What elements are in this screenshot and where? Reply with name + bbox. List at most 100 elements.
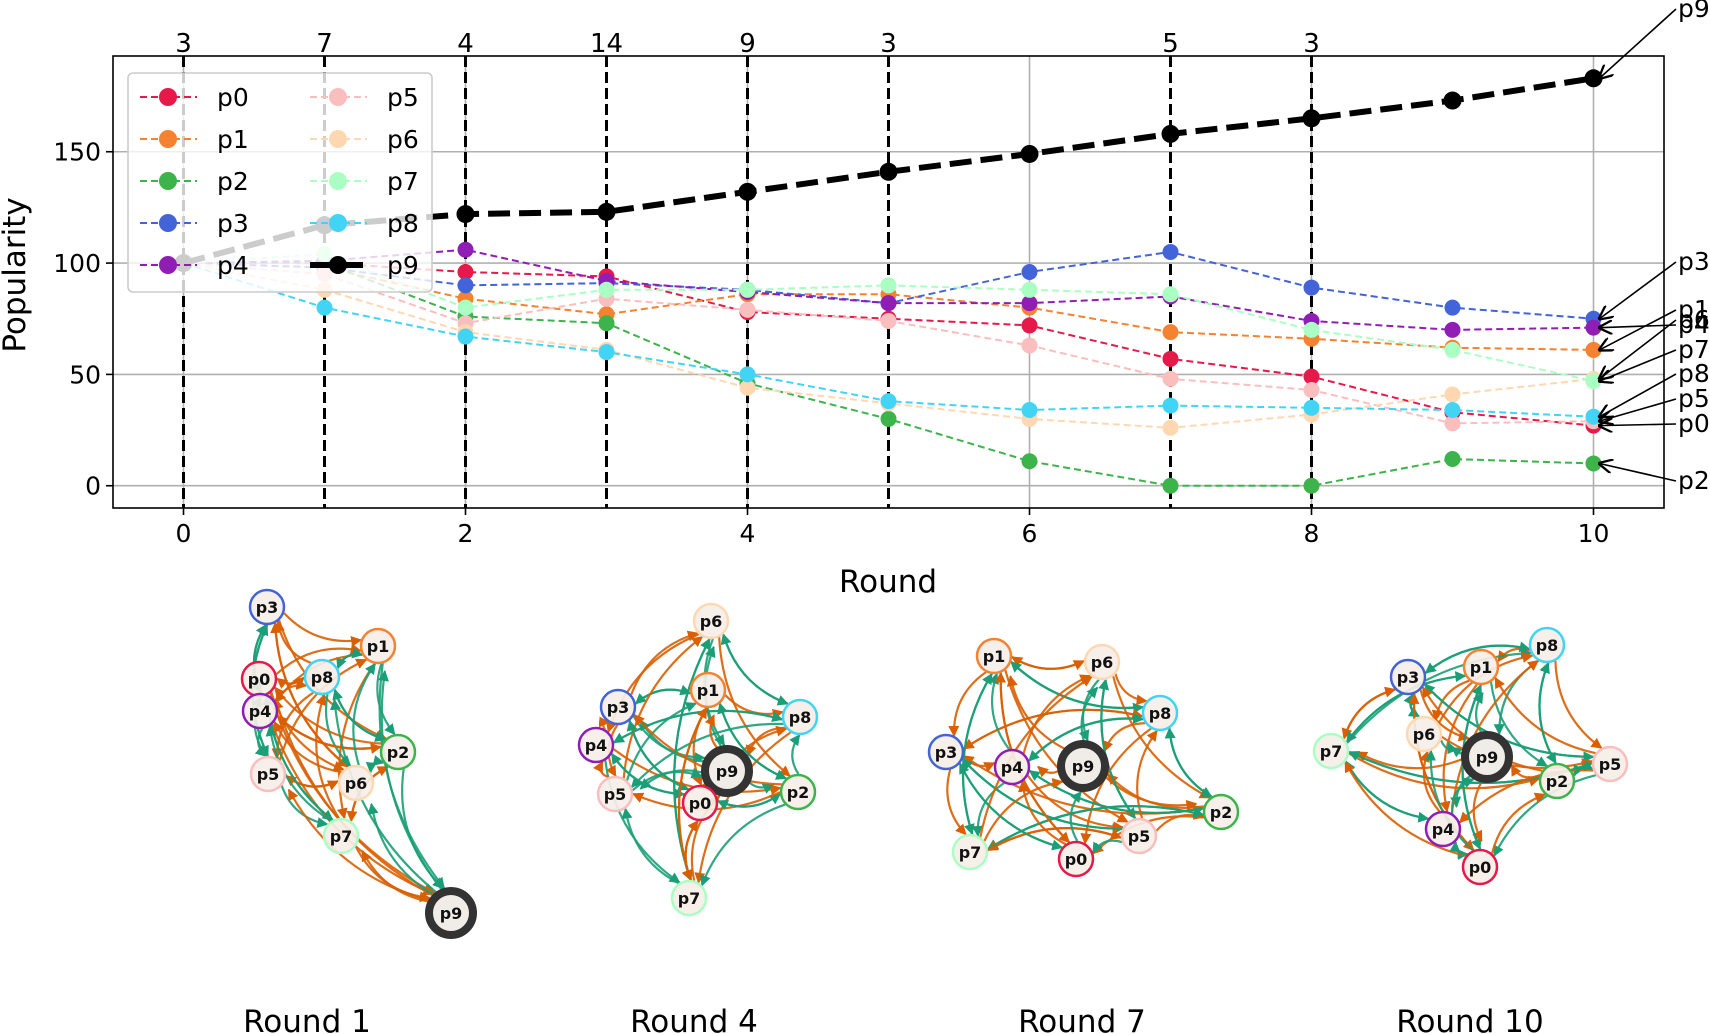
network-edge	[1431, 679, 1470, 722]
point-p8	[316, 299, 333, 316]
network-node-p0	[1461, 848, 1499, 886]
network-edge	[1069, 791, 1082, 842]
y-tick-label: 100	[53, 249, 101, 278]
legend-label-p9: p9	[387, 251, 419, 280]
annotation-label-p3: p3	[1678, 247, 1710, 276]
network-node-label-p1: p1	[983, 647, 1006, 666]
network-node-p2	[379, 733, 417, 771]
point-p7	[1303, 321, 1320, 338]
network-node-label-p5: p5	[604, 785, 627, 804]
x-tick-label: 0	[176, 519, 192, 548]
point-p8	[739, 366, 756, 383]
marker-count-label: 9	[739, 29, 756, 59]
network-node-p6	[337, 764, 375, 802]
point-p5	[1162, 370, 1179, 387]
network-node-label-p0: p0	[248, 670, 271, 689]
network-node-p7	[670, 879, 708, 917]
legend-label-p1: p1	[217, 125, 249, 154]
network-node-p1	[975, 637, 1013, 675]
network-node-label-p7: p7	[678, 889, 701, 908]
network-edge	[1164, 727, 1213, 798]
point-p3	[1444, 299, 1461, 316]
y-axis-label: Popularity	[0, 197, 33, 352]
annotation-label-p8: p8	[1678, 359, 1710, 388]
network-node-p8	[781, 698, 819, 736]
marker-count-label: 7	[316, 29, 333, 59]
network-edge	[946, 769, 967, 836]
point-p7	[880, 277, 897, 294]
point-p9	[879, 162, 898, 181]
legend-label-p7: p7	[387, 167, 419, 196]
x-tick-label: 8	[1304, 519, 1320, 548]
network-node-label-p4: p4	[249, 702, 272, 721]
network-edge	[1490, 792, 1547, 854]
network-edge	[367, 802, 441, 900]
legend-marker-p9	[329, 256, 347, 274]
legend-label-p3: p3	[217, 209, 249, 238]
network-node-label-p7: p7	[330, 827, 353, 846]
y-tick-label: 150	[53, 138, 101, 167]
network-edge	[718, 636, 791, 777]
network-node-p7	[1312, 732, 1350, 770]
network-node-label-p6: p6	[1413, 725, 1436, 744]
x-axis-label: Round	[839, 564, 937, 600]
network-node-label-p2: p2	[787, 783, 810, 802]
panel-title-round-1: Round 1	[243, 1004, 371, 1034]
network-node-p2	[779, 773, 817, 811]
network-edge	[722, 633, 789, 706]
network-edge	[598, 716, 611, 731]
network-edge	[315, 693, 340, 819]
network-edge	[369, 755, 385, 773]
network-node-p4	[241, 692, 279, 730]
network-node-p3	[1389, 658, 1427, 696]
network-edge	[1461, 683, 1482, 850]
x-tick-label: 6	[1022, 519, 1038, 548]
network-node-label-p3: p3	[1397, 668, 1420, 687]
network-edge	[700, 803, 786, 887]
legend-label-p4: p4	[217, 251, 249, 280]
network-edge	[593, 760, 609, 779]
legend-label-p6: p6	[387, 125, 419, 154]
network-edge	[1018, 780, 1067, 846]
network-node-label-p4: p4	[585, 736, 608, 755]
network-node-label-p2: p2	[387, 743, 410, 762]
network-edge	[329, 698, 444, 899]
network-edge	[1022, 674, 1092, 754]
point-p7	[739, 281, 756, 298]
annotation-label-p7: p7	[1678, 335, 1710, 364]
annotation-label-p5: p5	[1678, 384, 1710, 413]
annotation-arrow-p9	[1600, 8, 1677, 78]
annotation-label-p0: p0	[1678, 409, 1710, 438]
network-edge	[1342, 686, 1397, 739]
network-edge	[1136, 729, 1158, 819]
network-edge	[983, 778, 1064, 842]
network-edge	[1493, 774, 1597, 857]
network-node-label-p1: p1	[697, 681, 720, 700]
point-p2	[1162, 477, 1179, 494]
network-edge	[1010, 661, 1144, 710]
point-p3	[1303, 279, 1320, 296]
network-edge	[270, 621, 349, 768]
marker-count-label: 3	[880, 29, 897, 59]
network-edge	[958, 762, 1063, 849]
network-node-label-p6: p6	[345, 774, 368, 793]
point-p6	[1444, 386, 1461, 403]
legend-marker-p0	[159, 88, 177, 106]
network-node-p6	[1083, 643, 1121, 681]
network-edge	[1344, 761, 1467, 858]
legend-label-p5: p5	[387, 83, 419, 112]
legend-marker-p2	[159, 172, 177, 190]
point-p7	[1162, 286, 1179, 303]
network-edge	[631, 767, 703, 792]
network-node-label-p5: p5	[1599, 755, 1622, 774]
network-edge	[626, 719, 689, 791]
network-node-p3	[248, 588, 286, 626]
network-edge	[622, 635, 704, 779]
point-p2	[880, 410, 897, 427]
network-edge	[971, 782, 1005, 837]
network-node-p3	[599, 688, 637, 726]
marker-count-label: 5	[1162, 29, 1179, 59]
network-edge	[1004, 669, 1129, 823]
annotation-label-p6: p6	[1678, 305, 1710, 334]
